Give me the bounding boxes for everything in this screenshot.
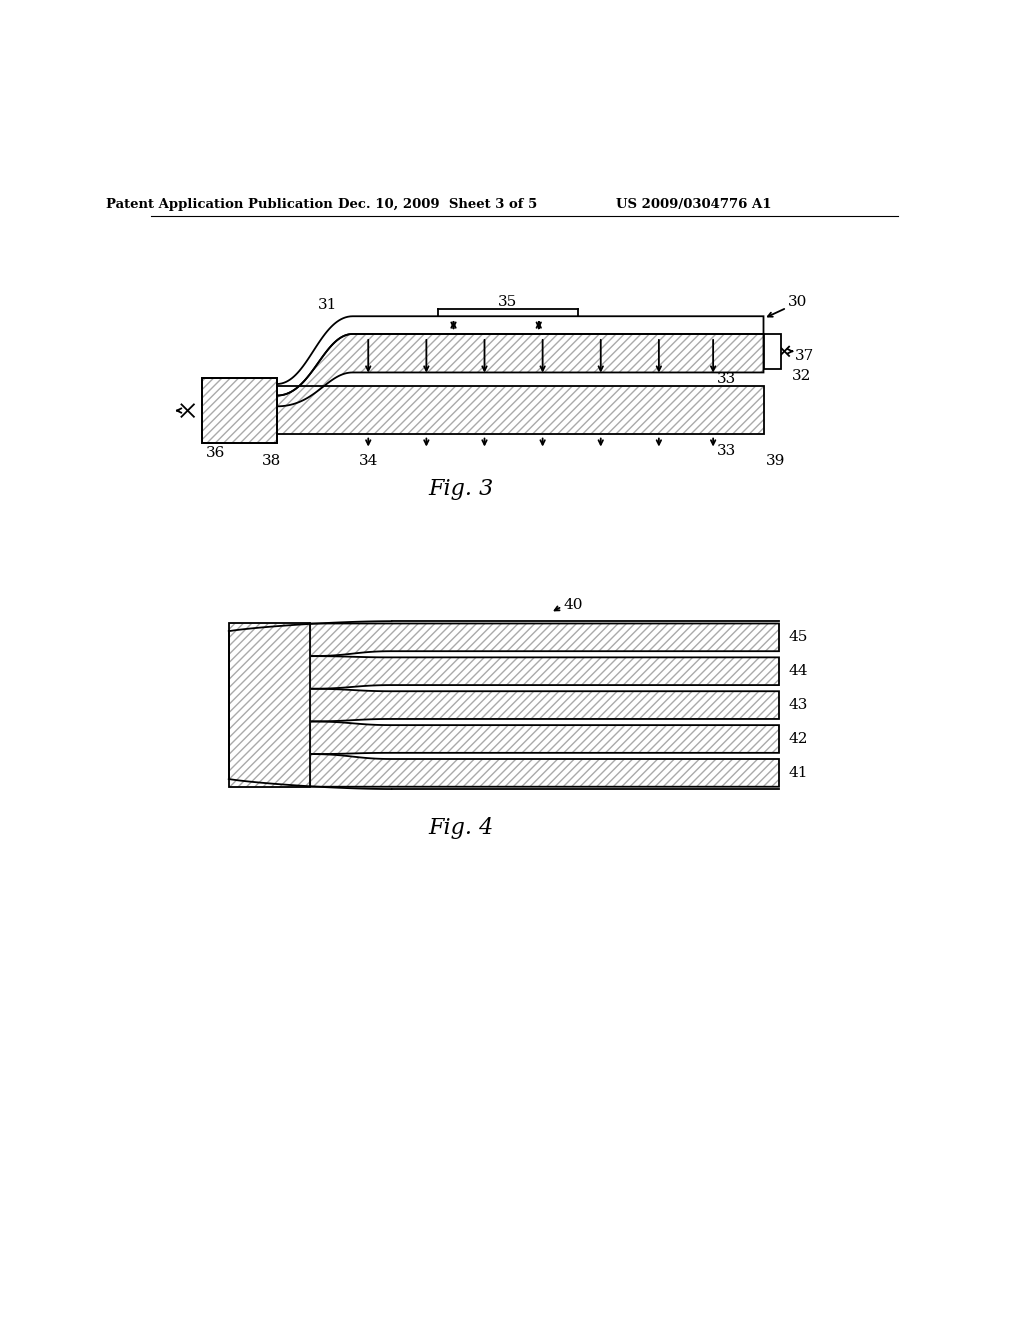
Polygon shape [310,623,779,656]
Text: 45: 45 [788,631,808,644]
Polygon shape [310,722,779,754]
Text: 36: 36 [206,446,225,459]
Text: 37: 37 [795,350,814,363]
Polygon shape [310,656,779,689]
Polygon shape [202,378,276,444]
Text: US 2009/0304776 A1: US 2009/0304776 A1 [616,198,771,211]
Text: 34: 34 [358,454,378,469]
Text: Fig. 3: Fig. 3 [429,479,494,500]
Text: 43: 43 [788,698,808,711]
Polygon shape [276,317,764,396]
Text: 44: 44 [788,664,808,678]
Text: 33: 33 [717,444,736,458]
Polygon shape [310,689,779,722]
Polygon shape [202,378,276,444]
Polygon shape [202,378,276,444]
Text: Dec. 10, 2009  Sheet 3 of 5: Dec. 10, 2009 Sheet 3 of 5 [338,198,538,211]
Text: 38: 38 [262,454,281,469]
Polygon shape [276,334,764,407]
Polygon shape [228,623,310,787]
Text: 31: 31 [318,297,338,312]
Polygon shape [228,623,310,787]
Text: 30: 30 [788,296,808,309]
Text: 40: 40 [563,598,583,612]
Text: 39: 39 [765,454,784,469]
Text: 35: 35 [498,294,517,309]
Text: 32: 32 [792,368,811,383]
Text: Fig. 4: Fig. 4 [429,817,494,840]
Polygon shape [764,334,781,368]
Text: 42: 42 [788,733,808,746]
Polygon shape [202,385,764,434]
Text: Patent Application Publication: Patent Application Publication [106,198,333,211]
Text: 33: 33 [717,372,736,387]
Polygon shape [310,754,779,787]
Text: 41: 41 [788,766,808,780]
